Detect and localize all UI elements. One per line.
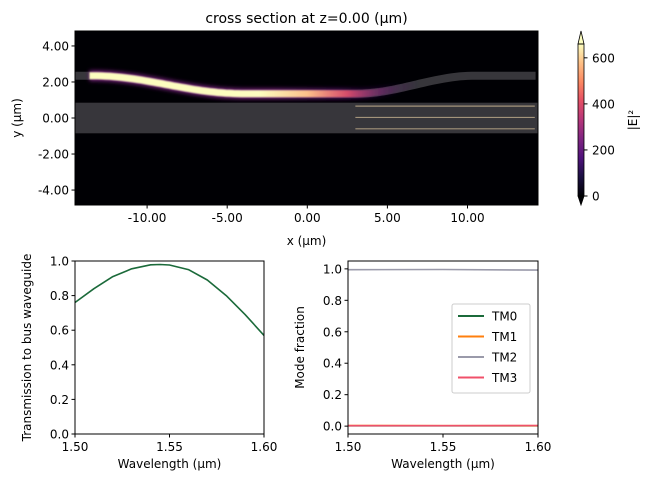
- colorbar-tick-label: 400: [592, 97, 615, 111]
- y-tick-label: 0.4: [50, 358, 69, 372]
- transmission-plot: 1.50 1.55 1.60 0.0 0.2 0.4 0.6 0.8 1.0 Wavelength…: [20, 254, 277, 471]
- y-tick-label: 0.0: [323, 420, 342, 434]
- series-line-0: [74, 263, 265, 336]
- colorbar-tick-label: 200: [592, 143, 615, 157]
- y-tick-label: 0.6: [323, 325, 342, 339]
- x-tick-label: -10.00: [128, 211, 167, 225]
- x-tick-label: 0.00: [294, 211, 321, 225]
- y-tick-label: 0.2: [323, 388, 342, 402]
- x-tick-label: 1.55: [430, 440, 457, 454]
- legend-label-tm0: TM0: [491, 310, 517, 324]
- colorbar-label: |E|²: [626, 110, 640, 131]
- y-axis-label: Transmission to bus waveguide: [20, 254, 34, 443]
- x-tick-label: 10.00: [450, 211, 484, 225]
- chart-title: cross section at z=0.00 (µm): [205, 11, 407, 27]
- x-axis-label: x (µm): [287, 234, 327, 248]
- y-tick-label: 0.0: [50, 428, 69, 442]
- legend-label-tm2: TM2: [491, 351, 517, 365]
- legend-frame: [451, 303, 531, 394]
- y-tick-label: 4.00: [42, 39, 69, 53]
- y-tick-label: 0.6: [50, 324, 69, 338]
- y-tick-label: 0.2: [50, 393, 69, 407]
- x-tick-label: 5.00: [374, 211, 401, 225]
- x-tick-label: 1.60: [525, 440, 552, 454]
- x-tick-label: 1.50: [62, 440, 89, 454]
- y-axis-label: Mode fraction: [293, 306, 307, 389]
- x-axis-label: Wavelength (μm): [118, 457, 222, 471]
- mode-fraction-plot: 1.50 1.55 1.60 0.0 0.2 0.4 0.6 0.8 1.0 Wavelength…: [293, 260, 552, 471]
- upper-field-core: [89, 72, 435, 98]
- y-tick-label: 1.0: [50, 255, 69, 269]
- plot-background: [75, 261, 264, 434]
- x-tick-label: 1.50: [335, 440, 362, 454]
- field-plot: -10.00 -5.00 0.00 5.00 10.00 4.00 2.00 0.00 -2.0…: [10, 11, 539, 248]
- colorbar-tick-label: 0: [592, 190, 600, 204]
- y-tick-label: -4.00: [38, 184, 69, 198]
- x-tick-label: 1.60: [251, 440, 278, 454]
- x-tick-label: -5.00: [212, 211, 243, 225]
- y-tick-label: 0.8: [323, 294, 342, 308]
- y-tick-label: 0.00: [42, 112, 69, 126]
- colorbar: 0 200 400 600 |E|²: [577, 30, 640, 207]
- y-tick-label: 1.0: [323, 262, 342, 276]
- y-tick-label: -2.00: [38, 148, 69, 162]
- x-axis-label: Wavelength (μm): [391, 457, 495, 471]
- y-tick-label: 2.00: [42, 75, 69, 89]
- colorbar-tick-label: 600: [592, 51, 615, 65]
- colorbar-frame: [577, 43, 585, 197]
- legend: TM0 TM1 TM2 TM3: [451, 303, 531, 394]
- y-axis-label: y (µm): [10, 98, 24, 138]
- legend-label-tm1: TM1: [491, 330, 517, 344]
- series-line-tm2: [347, 268, 539, 271]
- colorbar-extend-min: [577, 195, 585, 207]
- colorbar-extend-max: [577, 30, 585, 45]
- colorbar-gradient: [578, 44, 584, 196]
- x-tick-label: 1.55: [156, 440, 183, 454]
- y-tick-label: 0.8: [50, 289, 69, 303]
- y-tick-label: 0.4: [323, 357, 342, 371]
- legend-label-tm3: TM3: [491, 371, 517, 385]
